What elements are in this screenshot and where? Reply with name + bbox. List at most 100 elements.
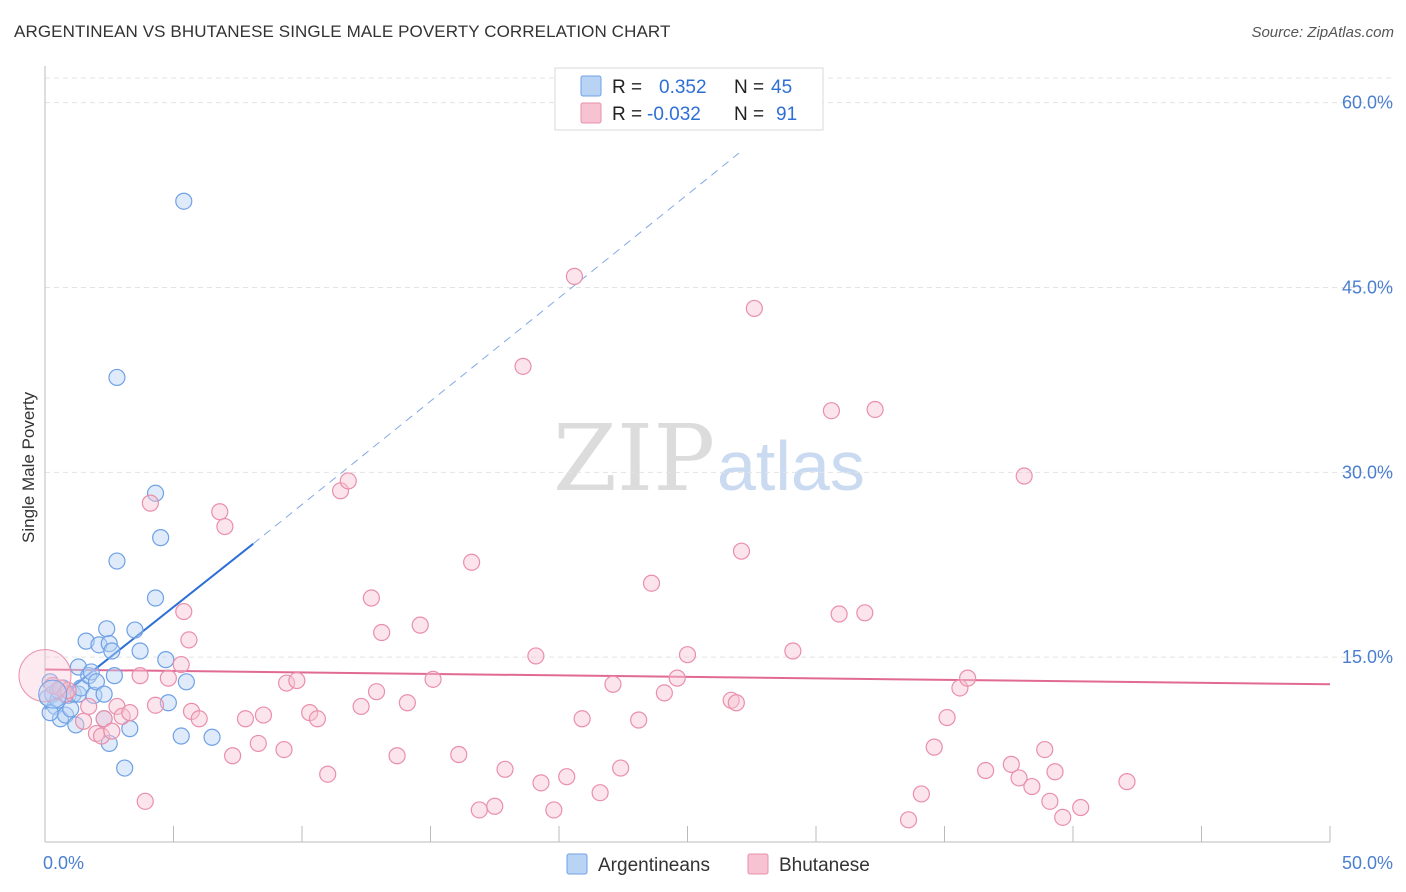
correlation-legend: R = 0.352 N = 45 R = -0.032 N = 91 — [554, 67, 824, 131]
bhutanese-point — [190, 710, 208, 728]
legend-swatch-bhutanese — [747, 853, 769, 875]
y-tick-label: 45.0% — [1342, 277, 1393, 297]
bhutanese-point — [1118, 773, 1136, 791]
watermark-atlas: atlas — [717, 427, 865, 505]
bhutanese-point — [732, 542, 751, 560]
bhutanese-point — [727, 694, 745, 712]
argentineans-point — [146, 484, 165, 502]
argentineans-point — [87, 673, 106, 691]
bhutanese-point — [470, 801, 488, 819]
bhutanese-point — [211, 503, 229, 521]
bhutanese-point — [254, 706, 273, 724]
bhutanese-point — [1036, 740, 1054, 759]
bhutanese-point — [74, 712, 93, 730]
bhutanese-point — [319, 765, 337, 783]
bhutanese-point — [362, 589, 380, 607]
argentineans-point — [41, 704, 59, 722]
bhutanese-point — [912, 785, 930, 803]
tick-labels: 15.0% 30.0% 45.0% 60.0% 0.0% 50.0% — [43, 93, 1393, 873]
bhutanese-point — [678, 646, 697, 664]
argentineans-point — [77, 632, 95, 650]
bhutanese-point — [668, 669, 686, 687]
bhutanese-point — [463, 553, 481, 571]
y-axis-title: Single Male Poverty — [19, 391, 38, 543]
argentineans-point — [146, 589, 165, 607]
legend-r-label: R = — [612, 77, 642, 98]
bhutanese-point — [277, 674, 296, 692]
bhutanese-point — [655, 684, 673, 702]
bhutanese-point — [146, 696, 165, 714]
bhutanese-point — [1010, 769, 1028, 787]
bhutanese-point — [450, 745, 468, 764]
bhutanese-point — [121, 704, 139, 722]
argentineans-point — [172, 727, 190, 745]
legend-swatch-argentineans — [566, 853, 588, 875]
bhutanese-point — [288, 671, 306, 690]
legend-swatch-argentineans — [580, 75, 602, 97]
bhutanese-point — [308, 710, 327, 728]
bhutanese-point — [249, 734, 267, 753]
bhutanese-point — [1046, 763, 1064, 781]
bhutanese-point — [565, 267, 584, 285]
bhutanese-point — [822, 402, 841, 420]
bhutanese-point — [591, 784, 609, 802]
bhutanese-point — [131, 667, 149, 685]
bhutanese-point — [830, 605, 848, 623]
argentineans-point — [82, 663, 100, 681]
argentineans-point — [72, 679, 90, 697]
legend-r-label: R = — [612, 104, 642, 125]
bhutanese-point — [175, 602, 193, 621]
argentineans-trend-extension — [252, 152, 740, 545]
bhutanese-point — [216, 517, 234, 536]
bhutanese-point — [573, 710, 591, 728]
bhutanese-point — [1041, 792, 1059, 810]
bhutanese-point — [866, 400, 884, 419]
argentineans-point — [159, 694, 177, 712]
legend-r-value-bhutanese: -0.032 — [647, 104, 701, 125]
bhutanese-point — [275, 740, 293, 759]
series-legend: Argentineans Bhutanese — [566, 853, 870, 876]
bhutanese-point — [236, 710, 255, 728]
bhutanese-point — [899, 811, 918, 829]
legend-n-value-bhutanese: 91 — [776, 104, 797, 125]
x-tick-label-min: 0.0% — [43, 853, 84, 873]
x-tick-label-max: 50.0% — [1342, 853, 1393, 873]
bhutanese-point — [159, 669, 177, 687]
bhutanese-point — [784, 642, 802, 660]
bhutanese-point — [630, 711, 648, 729]
bhutanese-point — [545, 801, 563, 819]
y-tick-label: 60.0% — [1342, 93, 1393, 113]
chart-title: ARGENTINEAN VS BHUTANESE SINGLE MALE POV… — [14, 22, 671, 41]
bhutanese-point — [604, 675, 622, 693]
argentineans-point — [157, 651, 175, 669]
bhutanese-point — [745, 299, 763, 318]
bhutanese-point — [411, 616, 429, 634]
bhutanese-point — [95, 710, 113, 728]
bhutanese-point — [977, 761, 995, 780]
argentineans-point — [108, 368, 126, 387]
bhutanese-point — [172, 655, 190, 674]
bhutanese-point — [1015, 467, 1033, 485]
bhutanese-point — [373, 623, 391, 642]
legend-swatch-bhutanese — [580, 102, 602, 124]
axes — [44, 66, 1331, 843]
argentineans-point — [152, 529, 170, 547]
bhutanese-point — [959, 669, 977, 687]
legend-label-argentineans: Argentineans — [598, 855, 710, 876]
bhutanese-point — [642, 574, 661, 592]
bhutanese-point — [339, 472, 357, 490]
trend-lines — [44, 152, 1331, 710]
bhutanese-point — [1072, 798, 1090, 817]
bhutanese-point — [92, 727, 111, 745]
bhutanese-point — [388, 747, 406, 765]
bhutanese-point — [558, 768, 576, 786]
argentineans-point — [108, 552, 126, 570]
argentineans-trend-line — [44, 543, 254, 710]
bhutanese-point — [141, 494, 159, 512]
bhutanese-point — [938, 708, 956, 727]
legend-n-value-argentineans: 45 — [771, 77, 792, 98]
bhutanese-point — [1054, 808, 1072, 826]
argentineans-point — [62, 700, 80, 718]
y-tick-label: 30.0% — [1342, 462, 1393, 482]
